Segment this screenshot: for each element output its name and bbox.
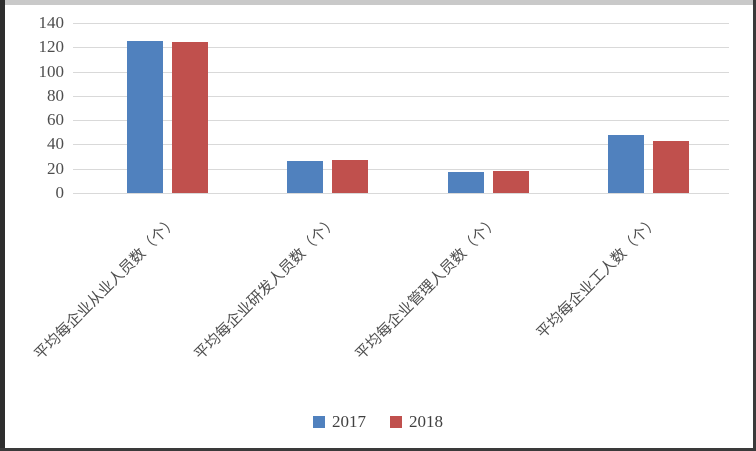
bar-2017-category-3 <box>448 172 484 193</box>
y-tick-label-100: 100 <box>38 62 65 81</box>
y-tick-label-20: 20 <box>47 159 64 178</box>
plot-area <box>73 23 729 194</box>
gridline-y-40 <box>73 144 729 145</box>
window-border-bottom <box>0 448 756 451</box>
gridline-y-20 <box>73 169 729 170</box>
bar-2018-category-4 <box>653 141 689 193</box>
gridline-y-80 <box>73 96 729 97</box>
gridline-y-120 <box>73 47 729 48</box>
y-axis-tick-labels: 0 20 40 60 80 100 120 140 <box>0 14 68 202</box>
gridline-y-60 <box>73 120 729 121</box>
window-border-right <box>753 0 756 451</box>
legend-swatch-2018 <box>390 416 402 428</box>
legend-item-2017: 2017 <box>313 412 366 432</box>
legend-item-2018: 2018 <box>390 412 443 432</box>
y-tick-label-140: 140 <box>38 13 65 32</box>
gridline-y-140 <box>73 23 729 24</box>
legend-label-2017: 2017 <box>332 412 366 431</box>
y-tick-label-60: 60 <box>47 110 64 129</box>
gridline-y-0 <box>73 193 729 194</box>
bar-2018-category-2 <box>332 160 368 193</box>
x-category-label-1: 平均每企业从业人员数（个） <box>31 213 182 364</box>
bar-2018-category-3 <box>493 171 529 193</box>
bar-2018-category-1 <box>172 42 208 193</box>
y-tick-label-40: 40 <box>47 134 64 153</box>
y-tick-label-0: 0 <box>55 183 65 202</box>
legend-label-2018: 2018 <box>409 412 443 431</box>
y-tick-label-120: 120 <box>38 37 65 56</box>
x-category-label-2: 平均每企业研发人员数（个） <box>192 213 342 364</box>
bar-2017-category-4 <box>608 135 644 193</box>
y-tick-label-80: 80 <box>47 86 64 105</box>
bar-2017-category-1 <box>127 41 163 193</box>
legend: 2017 2018 <box>0 412 756 432</box>
legend-swatch-2017 <box>313 416 325 428</box>
window-border-top <box>0 0 756 5</box>
x-category-label-4: 平均每企业工人数（个） <box>534 213 663 342</box>
x-category-label-3: 平均每企业管理人员数（个） <box>352 213 503 364</box>
bar-2017-category-2 <box>287 161 323 193</box>
window-border-left <box>0 0 5 451</box>
gridline-y-100 <box>73 72 729 73</box>
